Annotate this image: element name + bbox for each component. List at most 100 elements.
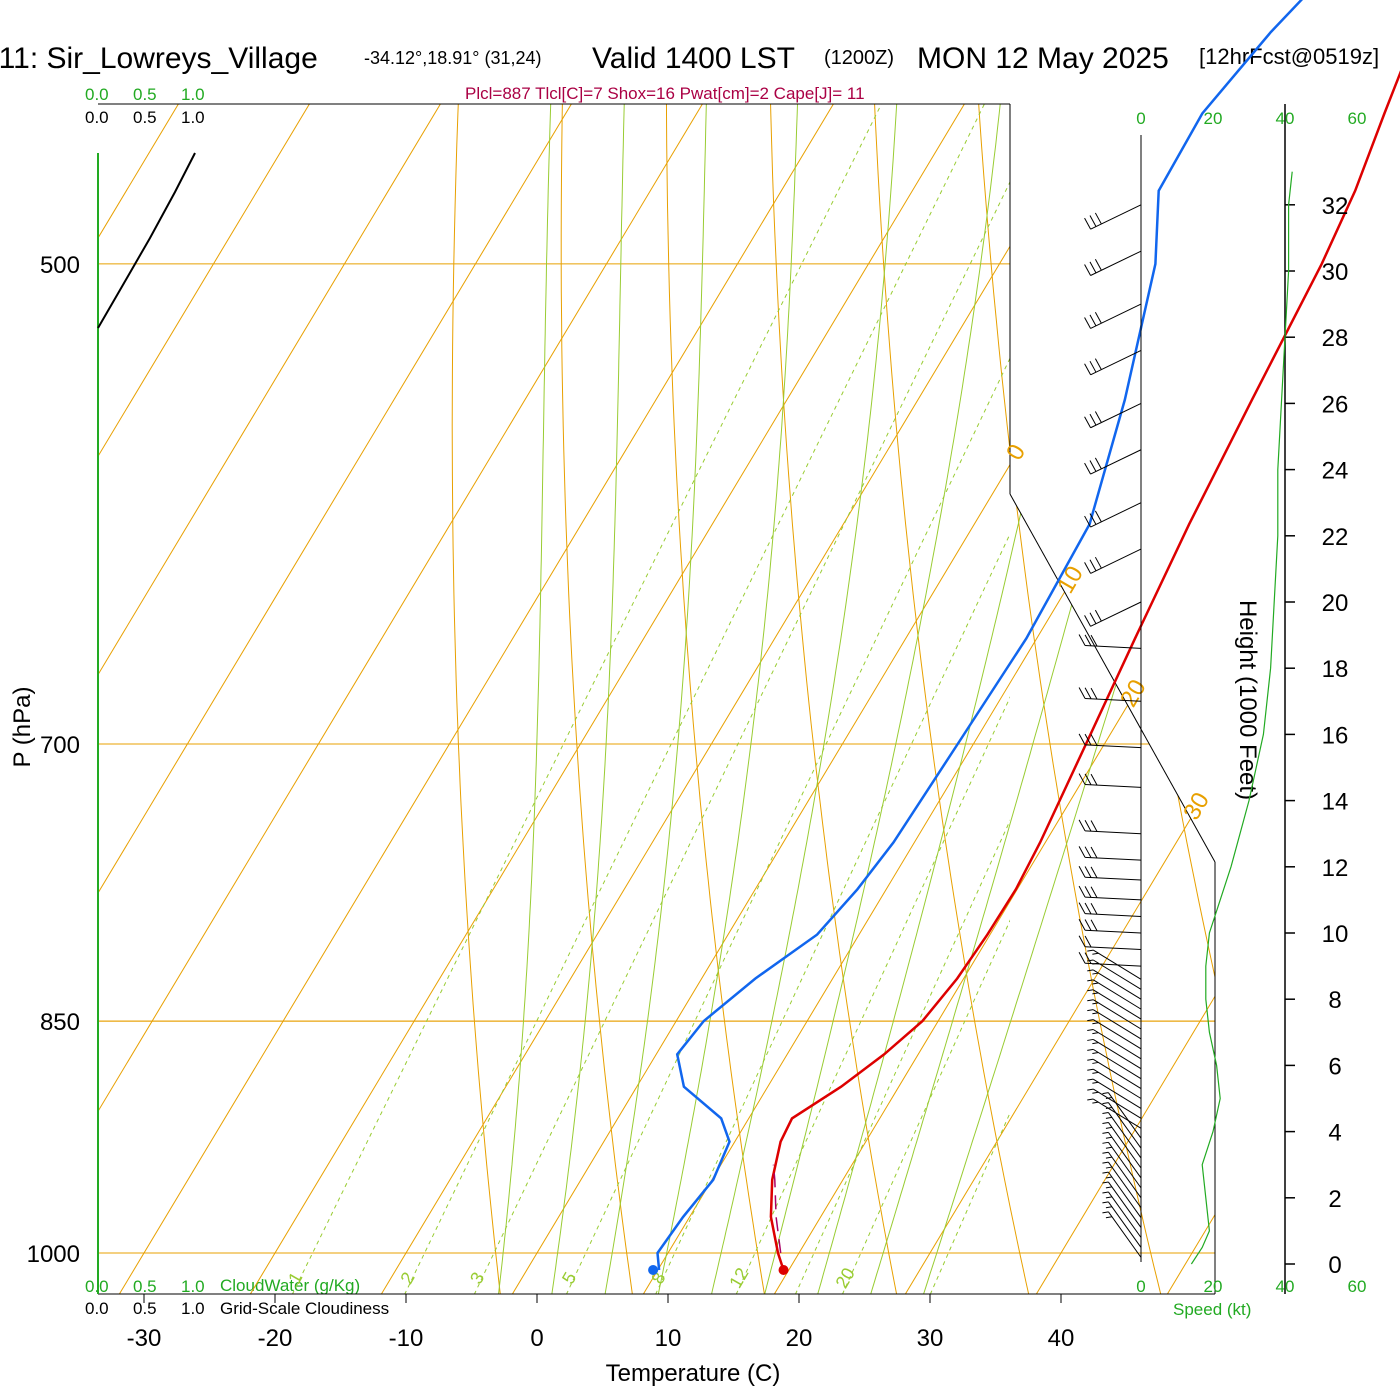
height-tick-label: 22 <box>1322 524 1349 551</box>
wind-barb <box>1087 1078 1142 1109</box>
wind-barb <box>1078 687 1142 702</box>
wind-barb <box>1084 601 1142 627</box>
isotherm-line <box>101 104 1215 1294</box>
height-tick-label: 14 <box>1322 789 1349 816</box>
wind-barb <box>1087 1029 1142 1060</box>
dry-adiabat <box>665 104 770 1294</box>
mixing-ratio-line <box>473 180 1010 1294</box>
x-axis: -30 -20 -10 0 10 20 30 40 <box>127 1294 1074 1352</box>
cloud-scale-top-green-2: 1.0 <box>181 85 205 104</box>
wind-barb <box>1087 1009 1142 1040</box>
dewpoint-line <box>656 0 1303 1271</box>
moist-adiabat <box>704 104 934 1294</box>
x-axis-label: Temperature (C) <box>606 1360 781 1387</box>
wind-barb <box>1078 952 1142 967</box>
isotherm-line <box>1149 104 1215 1294</box>
height-tick-label: 2 <box>1328 1186 1341 1213</box>
wind-barb <box>1102 1141 1142 1189</box>
mixing-ratio-line <box>794 819 1010 1294</box>
height-tick-label: 0 <box>1328 1252 1341 1279</box>
wind-barb <box>1087 1098 1142 1129</box>
wind-barb <box>1102 1102 1142 1149</box>
wind-barb <box>1087 1058 1142 1089</box>
isotherm-line <box>98 104 450 1294</box>
height-tick-label: 20 <box>1322 590 1349 617</box>
isotherm-line <box>98 104 1105 1294</box>
surface-dewpoint-dot <box>648 1265 659 1276</box>
valid-date: MON 12 May 2025 <box>917 42 1169 75</box>
parcel-line <box>772 1164 782 1254</box>
wind-barb <box>1078 866 1142 881</box>
dry-adiabat <box>865 104 1036 1294</box>
height-tick-label: 4 <box>1328 1120 1341 1147</box>
station-coords: -34.12°,18.91° (31,24) <box>364 48 542 68</box>
cloud-scale-bottom-green-0: 0.0 <box>85 1277 109 1296</box>
pressure-tick-label: 500 <box>40 252 80 279</box>
dry-adiabat <box>451 104 534 1294</box>
isotherm-line <box>98 104 843 1294</box>
mixing-ratio-labels: 1 2 3 5 8 12 20 <box>284 1264 859 1291</box>
isotherm-line <box>98 104 974 1294</box>
wind-barb <box>1102 1151 1142 1199</box>
isotherm-line <box>98 104 319 1294</box>
wind-barb <box>1102 1181 1142 1228</box>
wind-barb <box>1087 969 1142 1000</box>
wind-speed-tick-bottom: 60 <box>1348 1277 1367 1296</box>
wind-speed-profile <box>1190 171 1293 1265</box>
moist-adiabat <box>651 104 836 1294</box>
cloud-scale-bottom: 0.0 0.5 1.0 CloudWater (g/Kg) 0.0 0.5 1.… <box>85 1276 389 1318</box>
wind-barb <box>1102 1121 1142 1169</box>
wind-barb <box>1084 250 1142 276</box>
wind-barb <box>1102 1131 1142 1179</box>
isotherm-line <box>232 104 1215 1294</box>
moist-adiabats <box>494 104 1215 1294</box>
isotherm-line <box>98 104 581 1294</box>
surface-temperature-dot <box>778 1265 789 1276</box>
x-tick-label: 10 <box>655 1325 682 1352</box>
mixing-ratio-line <box>735 696 1010 1294</box>
isotherm-line <box>494 104 1215 1294</box>
cloud-scale-bottom-black-0: 0.0 <box>85 1299 109 1318</box>
x-tick-label: -30 <box>127 1325 162 1352</box>
pressure-tick-label: 1000 <box>27 1241 80 1268</box>
wind-barb <box>1087 999 1142 1030</box>
wind-barb <box>1084 204 1142 230</box>
wind-speed-tick-top: 20 <box>1204 109 1223 128</box>
mixing-ratio-label: 20 <box>831 1264 858 1291</box>
wind-barb <box>1078 819 1142 835</box>
height-tick-label: 12 <box>1322 855 1349 882</box>
x-tick-label: -10 <box>389 1325 424 1352</box>
isotherm-line <box>625 104 1215 1294</box>
wind-speed-tick-bottom: 40 <box>1276 1277 1295 1296</box>
cloud-scale-top-black-1: 0.5 <box>133 108 157 127</box>
height-tick-label: 32 <box>1322 193 1349 220</box>
isotherm-label-upper: 30 <box>1178 788 1215 825</box>
mixing-ratio-line <box>291 104 883 1294</box>
isotherm-label-upper: 0 <box>1001 440 1031 465</box>
wind-barb <box>1102 1092 1142 1139</box>
wind-barb <box>1087 1048 1142 1080</box>
pressure-axis: 2503004005007008501000 <box>27 252 80 1268</box>
moist-adiabat <box>756 104 1051 1294</box>
wind-barb <box>1102 1161 1142 1209</box>
dry-adiabat <box>960 104 1169 1294</box>
wind-barb <box>1084 349 1142 376</box>
height-tick-label: 26 <box>1322 391 1349 418</box>
cloudiness-profile <box>97 152 196 329</box>
mixing-ratio-lines <box>291 104 1010 1294</box>
wind-barb <box>1078 918 1142 934</box>
mixing-ratio-line <box>566 357 1010 1294</box>
cloud-scale-bottom-green-2: 1.0 <box>181 1277 205 1296</box>
height-tick-label: 28 <box>1322 325 1349 352</box>
isotherm-line <box>98 104 1215 1294</box>
cloud-scale-bottom-green-1: 0.5 <box>133 1277 157 1296</box>
wind-barb <box>1102 1112 1142 1159</box>
wind-barb <box>1084 449 1142 475</box>
mixing-ratio-line <box>841 919 1010 1294</box>
mixing-ratio-line <box>929 1111 1010 1294</box>
isotherms <box>98 104 1215 1294</box>
cloud-scale-top-green-1: 0.5 <box>133 85 157 104</box>
isotherm-line <box>756 104 1215 1294</box>
